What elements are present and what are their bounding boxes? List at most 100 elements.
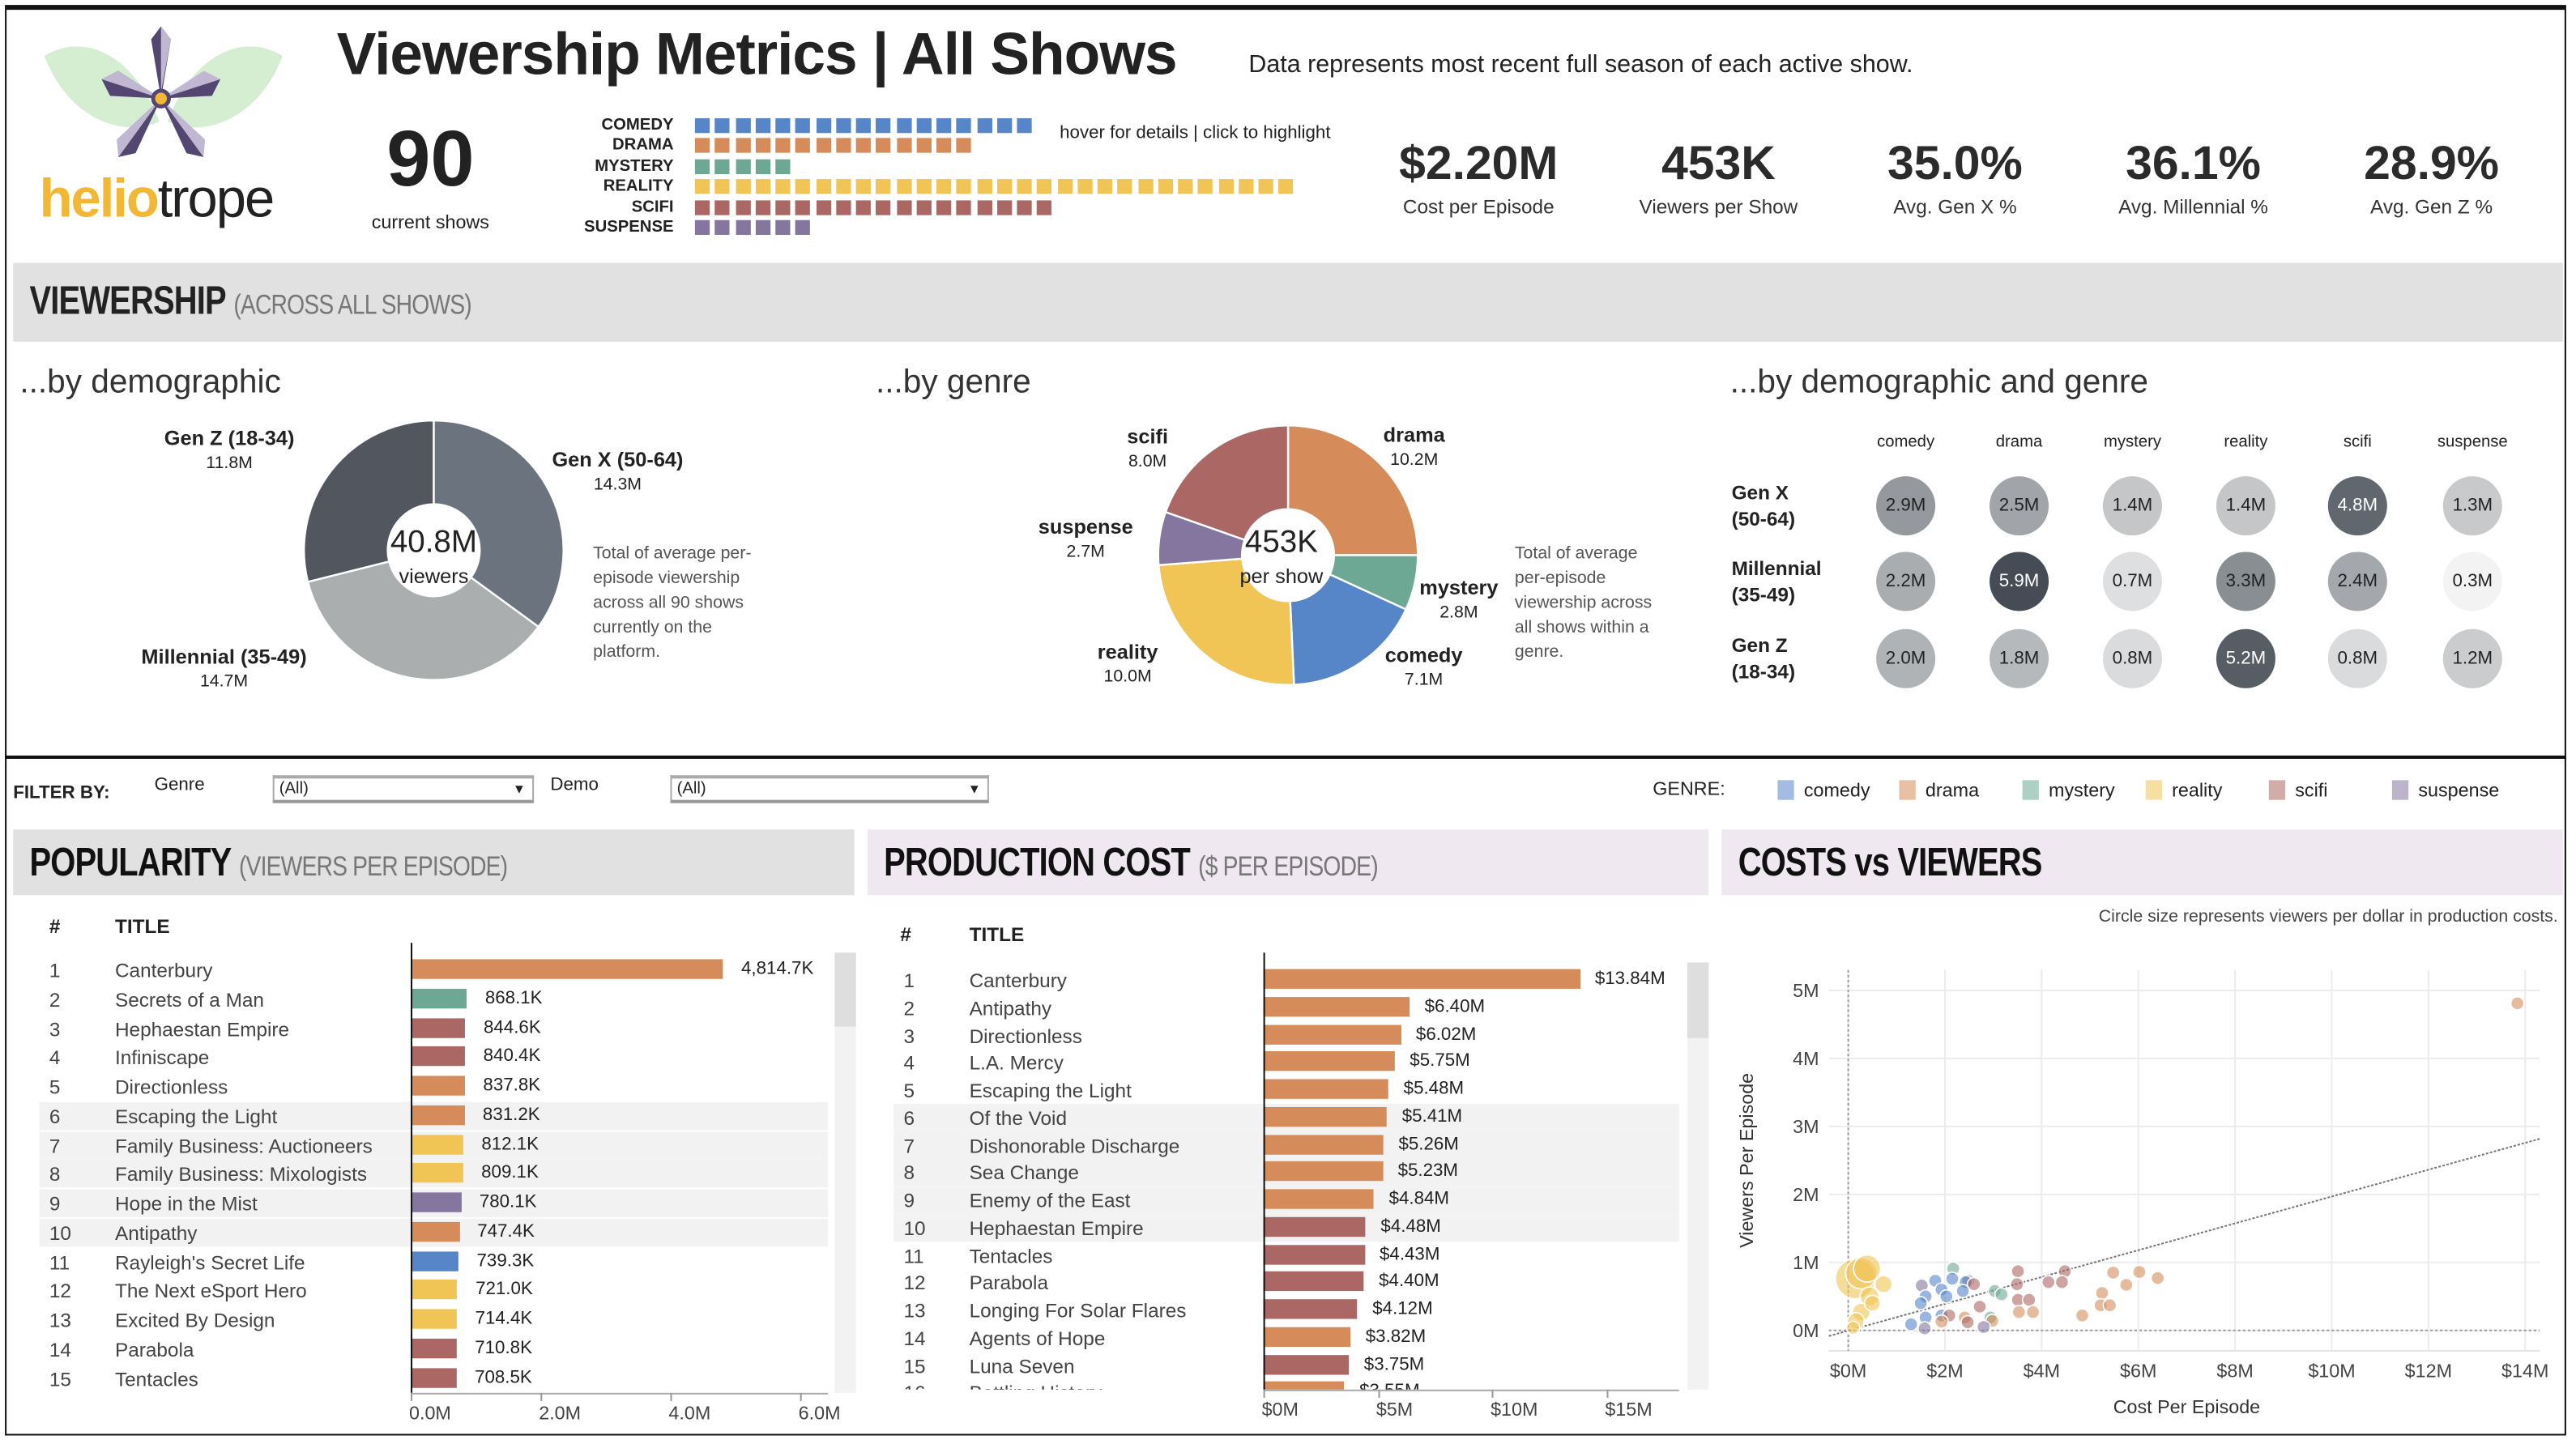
- donut-segment-gen[interactable]: [302, 419, 435, 583]
- matrix-cell[interactable]: 3.3M: [2216, 552, 2275, 611]
- bar[interactable]: [1263, 1106, 1388, 1127]
- table-row[interactable]: 5 Escaping the Light $5.48M: [893, 1076, 1678, 1103]
- bar[interactable]: [411, 1105, 465, 1125]
- matrix-cell[interactable]: 0.7M: [2102, 552, 2162, 611]
- bar[interactable]: [411, 988, 467, 1008]
- show-square[interactable]: [755, 179, 770, 194]
- show-square[interactable]: [755, 138, 770, 154]
- table-row[interactable]: 10 Hephaestan Empire $4.48M: [893, 1213, 1679, 1242]
- bar[interactable]: [411, 1076, 466, 1096]
- data-point[interactable]: [1938, 1289, 1954, 1304]
- genre-filter-dropdown[interactable]: (All) ▼: [272, 775, 535, 803]
- bar[interactable]: [1263, 1354, 1350, 1374]
- bar[interactable]: [411, 1338, 457, 1358]
- show-square[interactable]: [735, 199, 750, 215]
- show-square[interactable]: [775, 199, 791, 215]
- demo-filter-dropdown[interactable]: (All) ▼: [670, 775, 989, 803]
- scrollbar-thumb[interactable]: [834, 952, 856, 1027]
- show-square[interactable]: [735, 179, 750, 194]
- show-square[interactable]: [755, 199, 770, 215]
- show-square[interactable]: [916, 179, 932, 194]
- table-row[interactable]: 14 Agents of Hope $3.82M: [893, 1323, 1678, 1351]
- data-point[interactable]: [2075, 1308, 2090, 1323]
- show-square[interactable]: [735, 219, 750, 236]
- data-point[interactable]: [1917, 1321, 1932, 1336]
- show-square[interactable]: [1197, 179, 1213, 194]
- table-row[interactable]: 5 Directionless 837.8K: [40, 1072, 828, 1100]
- bar[interactable]: [411, 1250, 459, 1271]
- data-point[interactable]: [1960, 1314, 1975, 1330]
- show-square[interactable]: [896, 138, 911, 154]
- show-square[interactable]: [694, 138, 710, 154]
- bar[interactable]: [411, 1221, 459, 1242]
- matrix-cell[interactable]: 2.2M: [1876, 552, 1936, 611]
- show-square[interactable]: [755, 118, 770, 134]
- table-row[interactable]: 8 Family Business: Mixologists 809.1K: [39, 1160, 829, 1188]
- table-row[interactable]: 12 Parabola $4.40M: [893, 1268, 1678, 1296]
- show-square[interactable]: [956, 118, 972, 134]
- table-row[interactable]: 12 The Next eSport Hero 721.0K: [40, 1276, 828, 1304]
- show-square[interactable]: [755, 159, 770, 174]
- show-square[interactable]: [1258, 179, 1273, 194]
- show-square[interactable]: [916, 138, 932, 154]
- show-square[interactable]: [755, 219, 770, 236]
- data-point[interactable]: [2025, 1305, 2041, 1320]
- show-square[interactable]: [876, 138, 891, 154]
- show-square[interactable]: [976, 179, 992, 194]
- show-square[interactable]: [795, 118, 811, 134]
- table-row[interactable]: 8 Sea Change $5.23M: [893, 1158, 1679, 1186]
- scrollbar-thumb[interactable]: [1687, 962, 1709, 1038]
- donut-segment-drama[interactable]: [1286, 424, 1419, 556]
- show-square[interactable]: [694, 219, 710, 236]
- show-square[interactable]: [735, 159, 750, 174]
- table-row[interactable]: 9 Enemy of the East $4.84M: [893, 1186, 1679, 1214]
- table-row[interactable]: 16 Battling History $3.55M: [893, 1378, 1678, 1390]
- table-row[interactable]: 11 Rayleigh's Secret Life 739.3K: [40, 1247, 828, 1275]
- bar[interactable]: [411, 1367, 457, 1387]
- matrix-cell[interactable]: 2.4M: [2327, 552, 2387, 611]
- show-square[interactable]: [775, 219, 791, 236]
- matrix-cell[interactable]: 1.8M: [1990, 628, 2049, 688]
- matrix-cell[interactable]: 1.2M: [2442, 628, 2502, 688]
- bar[interactable]: [1263, 1189, 1375, 1209]
- show-square[interactable]: [855, 179, 871, 194]
- bar[interactable]: [411, 1134, 464, 1154]
- bar[interactable]: [1263, 996, 1410, 1016]
- show-square[interactable]: [835, 179, 851, 194]
- bar[interactable]: [1263, 1134, 1384, 1154]
- show-square[interactable]: [795, 179, 811, 194]
- show-square[interactable]: [694, 159, 710, 174]
- data-point[interactable]: [2510, 995, 2525, 1011]
- table-row[interactable]: 7 Dishonorable Discharge $5.26M: [893, 1131, 1679, 1159]
- bar[interactable]: [1263, 1216, 1367, 1237]
- show-square[interactable]: [1077, 179, 1093, 194]
- show-square[interactable]: [1117, 179, 1132, 194]
- matrix-cell[interactable]: 1.4M: [2216, 476, 2275, 536]
- show-square[interactable]: [795, 138, 811, 154]
- matrix-cell[interactable]: 0.8M: [2327, 628, 2387, 688]
- matrix-cell[interactable]: 5.2M: [2216, 628, 2275, 688]
- show-square[interactable]: [976, 199, 992, 215]
- bar[interactable]: [411, 1280, 458, 1300]
- production-scrollbar[interactable]: [1687, 962, 1709, 1390]
- show-square[interactable]: [996, 179, 1012, 194]
- data-point[interactable]: [2132, 1264, 2147, 1280]
- table-row[interactable]: 14 Parabola 710.8K: [40, 1335, 828, 1362]
- legend-item-reality[interactable]: reality: [2145, 780, 2222, 802]
- data-point[interactable]: [2009, 1276, 2024, 1292]
- data-point[interactable]: [2054, 1275, 2070, 1290]
- matrix-cell[interactable]: 0.3M: [2442, 552, 2502, 611]
- table-row[interactable]: 2 Secrets of a Man 868.1K: [40, 985, 828, 1012]
- bar[interactable]: [1263, 1382, 1345, 1390]
- show-square[interactable]: [916, 118, 932, 134]
- table-row[interactable]: 11 Tentacles $4.43M: [893, 1241, 1678, 1268]
- data-point[interactable]: [2095, 1285, 2109, 1301]
- show-square[interactable]: [996, 118, 1012, 134]
- table-row[interactable]: 6 Escaping the Light 831.2K: [39, 1101, 829, 1130]
- show-square[interactable]: [936, 179, 952, 194]
- show-square[interactable]: [1178, 179, 1193, 194]
- show-square[interactable]: [1137, 179, 1153, 194]
- table-row[interactable]: 1 Canterbury $13.84M: [893, 966, 1678, 994]
- show-square[interactable]: [1218, 179, 1234, 194]
- matrix-cell[interactable]: 2.0M: [1876, 628, 1936, 688]
